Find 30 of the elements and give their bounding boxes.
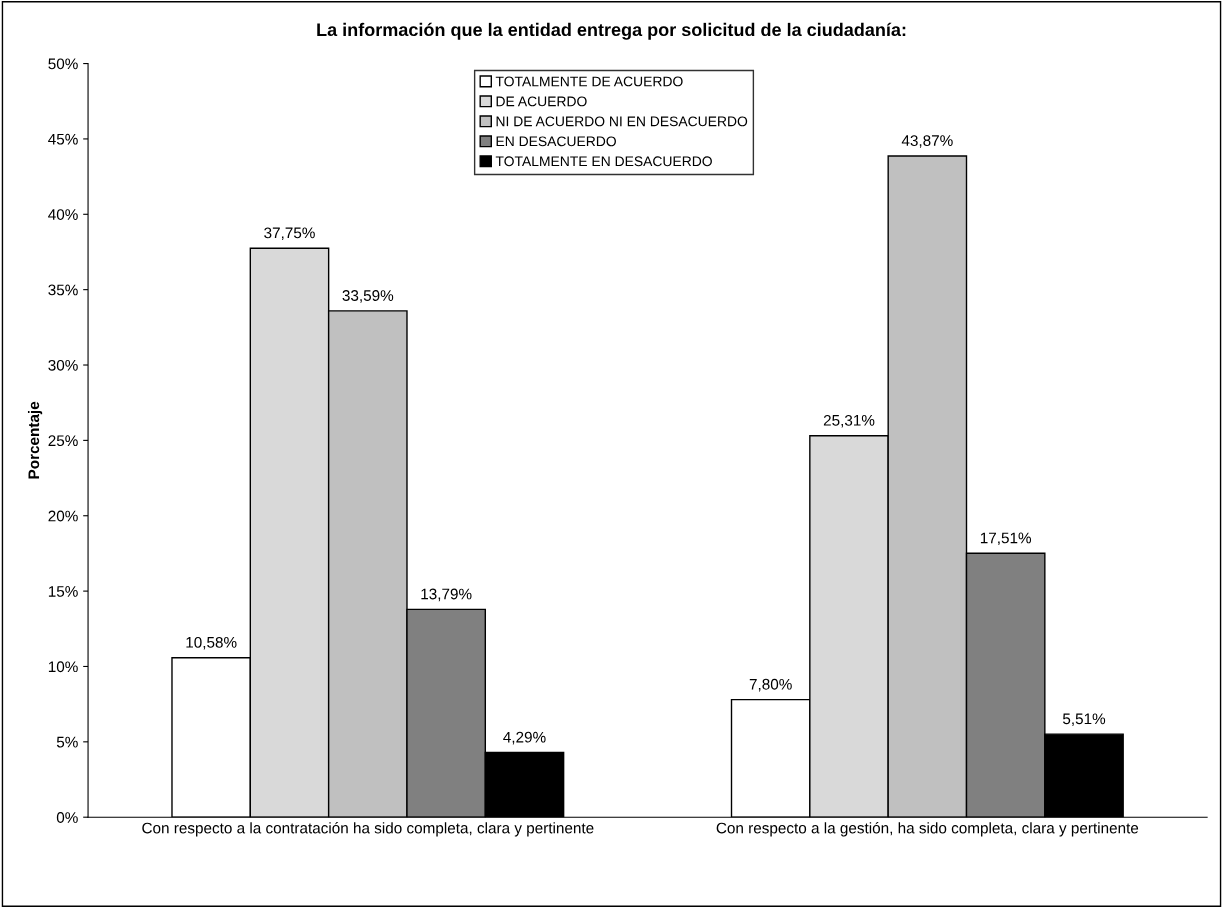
data-label: 4,29% (503, 731, 546, 745)
y-tick-label: 5% (56, 736, 78, 748)
legend-label: TOTALMENTE EN DESACUERDO (495, 156, 712, 167)
data-label: 33,59% (342, 290, 394, 303)
data-label: 37,75% (264, 227, 315, 241)
y-tick-label: 50% (48, 58, 78, 70)
chart-title: La información que la entidad entrega por solicitud de la ciudadanía: (317, 22, 906, 40)
data-label: 17,51% (980, 532, 1032, 546)
data-label: 43,87% (901, 135, 953, 148)
legend-label: DE ACUERDO (496, 96, 587, 107)
y-tick-label: 45% (48, 133, 78, 145)
data-label: 7,80% (749, 678, 792, 692)
x-tick-label: Con respecto a la contratación ha sido completa, clara y pertinente (142, 822, 594, 837)
y-tick-label: 20% (48, 510, 78, 522)
y-tick-label: 0% (56, 812, 78, 823)
y-tick-label: 15% (48, 586, 78, 597)
legend-label: NI DE ACUERDO NI EN DESACUERDO (496, 116, 748, 127)
legend-label: EN DESACUERDO (496, 136, 616, 147)
data-label: 5,51% (1062, 713, 1106, 726)
data-label: 25,31% (823, 414, 875, 428)
y-tick-label: 40% (48, 209, 78, 220)
data-label: 13,79% (421, 588, 472, 602)
y-tick-label: 25% (48, 435, 78, 447)
x-tick-label: Con respecto a la gestión, ha sido completa, clara y pertinente (716, 822, 1139, 837)
legend-label: TOTALMENTE DE ACUERDO (495, 76, 683, 87)
y-tick-label: 10% (48, 661, 78, 673)
y-tick-label: 35% (48, 284, 78, 296)
y-axis-title: Porcentaje (27, 401, 43, 479)
y-tick-label: 30% (48, 359, 78, 371)
data-label: 10,58% (186, 636, 237, 650)
